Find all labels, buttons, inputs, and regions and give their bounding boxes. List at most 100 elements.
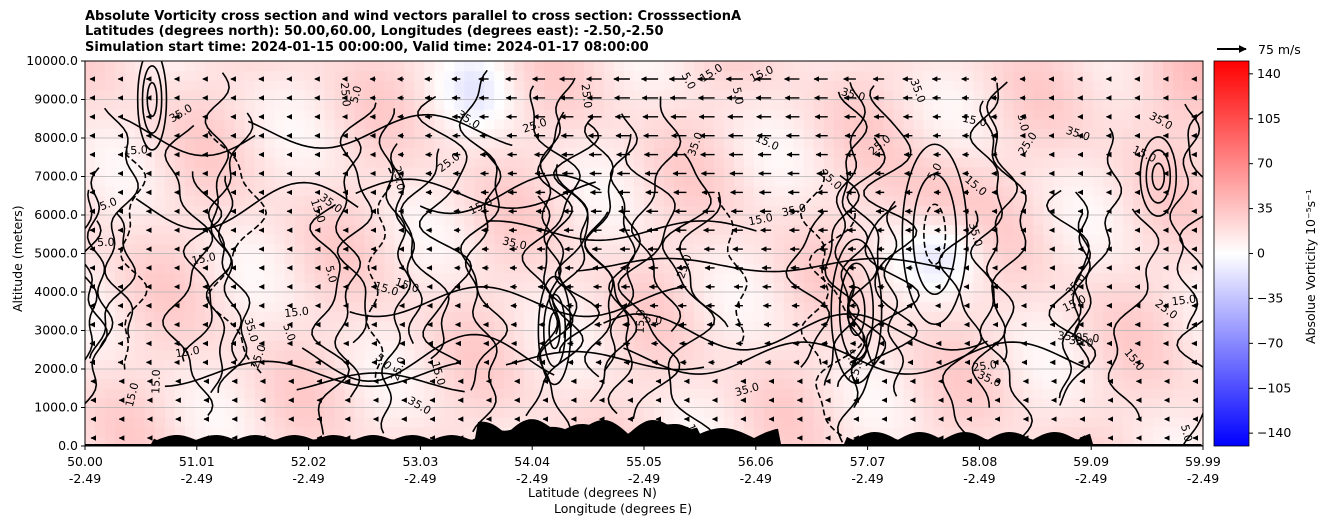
field-cell bbox=[624, 417, 635, 428]
field-cell bbox=[374, 272, 386, 283]
field-cell bbox=[1023, 70, 1034, 81]
field-cell bbox=[584, 378, 595, 389]
field-cell bbox=[214, 176, 226, 187]
field-cell bbox=[893, 147, 905, 158]
field-cell bbox=[1143, 397, 1154, 409]
field-cell bbox=[524, 147, 535, 158]
field-cell bbox=[294, 417, 306, 428]
field-cell bbox=[344, 147, 356, 158]
field-cell bbox=[554, 147, 565, 158]
field-cell bbox=[843, 378, 855, 389]
field-cell bbox=[793, 147, 805, 158]
field-cell bbox=[723, 147, 735, 158]
field-cell bbox=[743, 253, 755, 264]
field-cell bbox=[893, 215, 905, 226]
field-cell bbox=[404, 234, 416, 245]
field-cell bbox=[164, 80, 176, 91]
field-cell bbox=[114, 320, 126, 332]
field-cell bbox=[404, 118, 416, 129]
field-cell bbox=[703, 359, 715, 370]
field-cell bbox=[294, 70, 306, 81]
field-cell bbox=[723, 397, 735, 409]
field-cell bbox=[564, 407, 575, 418]
field-cell bbox=[634, 253, 645, 264]
field-cell bbox=[464, 330, 475, 341]
field-cell bbox=[1163, 378, 1174, 389]
field-cell bbox=[1193, 301, 1203, 312]
field-cell bbox=[703, 272, 715, 283]
field-cell bbox=[594, 109, 605, 120]
field-cell bbox=[504, 109, 515, 120]
field-cell bbox=[344, 166, 356, 178]
field-cell bbox=[424, 253, 435, 264]
field-cell bbox=[104, 118, 116, 129]
field-cell bbox=[494, 397, 505, 409]
field-cell bbox=[424, 138, 435, 149]
field-cell bbox=[284, 349, 296, 360]
field-cell bbox=[354, 292, 366, 303]
field-cell bbox=[723, 263, 735, 274]
field-cell bbox=[993, 407, 1004, 418]
field-cell bbox=[863, 378, 875, 389]
field-cell bbox=[723, 224, 735, 235]
field-cell bbox=[733, 109, 745, 120]
field-cell bbox=[663, 330, 675, 341]
field-cell bbox=[1073, 215, 1084, 226]
contour-line bbox=[135, 181, 359, 230]
field-cell bbox=[943, 224, 955, 235]
field-cell bbox=[434, 195, 445, 206]
field-cell bbox=[703, 407, 715, 418]
field-cell bbox=[364, 234, 376, 245]
field-cell bbox=[793, 80, 805, 91]
field-cell bbox=[574, 340, 585, 351]
field-cell bbox=[404, 301, 416, 312]
field-cell bbox=[673, 166, 685, 178]
field-cell bbox=[773, 205, 785, 216]
field-cell bbox=[364, 89, 376, 101]
field-cell bbox=[803, 243, 815, 255]
field-cell bbox=[673, 292, 685, 303]
field-cell bbox=[933, 80, 945, 91]
field-cell bbox=[993, 234, 1004, 245]
field-cell bbox=[1083, 417, 1094, 428]
field-cell bbox=[1123, 215, 1134, 226]
field-cell bbox=[1023, 426, 1034, 437]
field-cell bbox=[144, 359, 156, 370]
field-cell bbox=[1083, 195, 1094, 206]
field-cell bbox=[833, 195, 845, 206]
field-cell bbox=[1073, 138, 1084, 149]
field-cell bbox=[514, 263, 525, 274]
field-cell bbox=[713, 109, 725, 120]
field-cell bbox=[504, 388, 515, 399]
field-cell bbox=[594, 407, 605, 418]
field-cell bbox=[1013, 349, 1024, 360]
field-cell bbox=[314, 147, 326, 158]
field-cell bbox=[194, 359, 206, 370]
field-cell bbox=[224, 417, 236, 428]
field-cell bbox=[504, 89, 515, 101]
field-cell bbox=[1033, 157, 1044, 168]
field-cell bbox=[614, 195, 625, 206]
field-cell bbox=[1143, 118, 1154, 129]
field-cell bbox=[604, 349, 615, 360]
field-cell bbox=[713, 330, 725, 341]
contour-label: 35.0 bbox=[242, 316, 261, 343]
field-cell bbox=[584, 282, 595, 293]
field-cell bbox=[943, 417, 955, 428]
field-cell bbox=[933, 215, 945, 226]
field-cell bbox=[953, 417, 965, 428]
field-cell bbox=[1173, 89, 1184, 101]
field-cell bbox=[963, 118, 975, 129]
field-cell bbox=[294, 349, 306, 360]
field-cell bbox=[823, 292, 835, 303]
field-cell bbox=[554, 378, 565, 389]
field-cell bbox=[843, 99, 855, 110]
field-cell bbox=[184, 89, 196, 101]
field-cell bbox=[923, 138, 935, 149]
field-cell bbox=[344, 292, 356, 303]
field-cell bbox=[614, 166, 625, 178]
field-cell bbox=[1093, 330, 1104, 341]
field-cell bbox=[1183, 157, 1194, 168]
field-cell bbox=[434, 61, 445, 72]
field-cell bbox=[1013, 397, 1024, 409]
